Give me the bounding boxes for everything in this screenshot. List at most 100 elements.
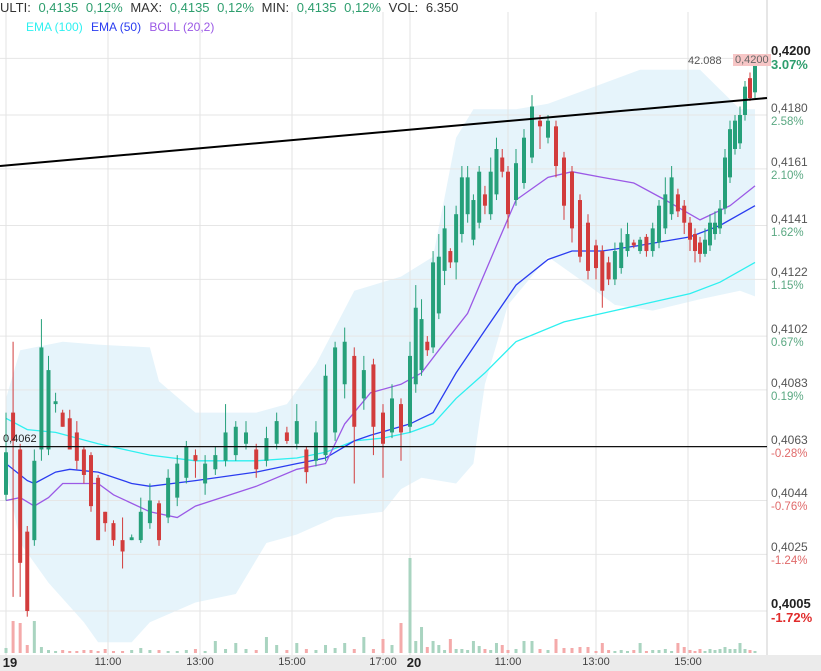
candle-up xyxy=(166,477,171,518)
price-axis-label: 0,4161 xyxy=(771,154,808,169)
candle-up xyxy=(669,177,674,215)
legend-ema100[interactable]: EMA (100) xyxy=(26,20,83,34)
volume-bar xyxy=(448,639,452,653)
candle-down xyxy=(675,194,680,212)
volume-bar xyxy=(54,651,58,653)
volume-bar xyxy=(82,650,86,653)
volume-bar xyxy=(285,650,289,653)
price-axis-label: 0,4063 xyxy=(771,432,808,447)
candle-up xyxy=(436,256,441,314)
current-price-tag: 0,4200 xyxy=(733,54,771,66)
volume-bar xyxy=(676,643,680,653)
candle-up xyxy=(294,421,299,444)
candle-up xyxy=(431,262,436,348)
time-axis-day-label: 20 xyxy=(406,655,422,670)
price-axis[interactable]: 0,4200 3.07% 0,4180 2.58% 0,4161 2.10% 0,4141 1… xyxy=(771,0,821,655)
volume-bar xyxy=(352,649,356,653)
volume-bar xyxy=(371,649,375,653)
volume-bar xyxy=(522,641,526,653)
volume-bar xyxy=(314,650,318,653)
volume-bar xyxy=(39,647,43,653)
volume-bar xyxy=(18,623,22,653)
volume-bar xyxy=(399,623,403,653)
volume-bar xyxy=(613,651,617,653)
candle-down xyxy=(644,236,649,252)
vol-value: 6.350 xyxy=(425,0,459,15)
volume-bar xyxy=(89,650,93,653)
candle-up xyxy=(718,208,722,229)
volume-bar xyxy=(264,637,268,653)
bollinger-band-fill xyxy=(6,69,755,643)
candle-down xyxy=(381,412,385,444)
min-label: MIN: xyxy=(261,0,290,15)
volume-bar xyxy=(626,651,630,653)
candle-down xyxy=(18,449,23,563)
price-axis-label: 0,4200 xyxy=(771,43,811,59)
volume-bar xyxy=(121,651,125,653)
volume-bar xyxy=(698,649,702,653)
volume-bar xyxy=(670,651,674,653)
candle-up xyxy=(612,251,617,280)
time-axis-day-label: 19 xyxy=(2,655,18,670)
pct-axis-label: -1.24% xyxy=(771,555,808,568)
volume-bar xyxy=(420,627,424,653)
candle-down xyxy=(67,418,72,450)
candle-down xyxy=(500,157,505,172)
candle-down xyxy=(371,364,376,427)
volume-bar xyxy=(644,651,648,653)
candle-up xyxy=(129,537,134,541)
volume-bar xyxy=(244,649,248,653)
candle-up xyxy=(703,239,707,254)
candle-down xyxy=(748,78,752,98)
last-label: ULTI: xyxy=(0,0,31,15)
volume-bar xyxy=(75,651,79,653)
volume-bar xyxy=(632,650,636,653)
price-axis-label: 0,4044 xyxy=(771,486,808,501)
volume-bar xyxy=(607,650,611,653)
candle-up xyxy=(203,463,208,484)
volume-bar xyxy=(538,649,542,653)
indicator-legend: EMA (100) EMA (50) BOLL (20,2) xyxy=(26,20,219,34)
volume-bar xyxy=(437,645,441,653)
volume-bar xyxy=(743,649,747,653)
candle-down xyxy=(352,355,357,427)
time-axis[interactable]: 19 11:00 13:00 15:00 17:00 20 11:00 13:00 15:00 xyxy=(0,655,821,671)
volume-bar xyxy=(570,648,574,653)
candle-down xyxy=(425,341,430,351)
volume-bar xyxy=(466,650,470,653)
candle-up xyxy=(657,205,662,243)
candle-down xyxy=(96,477,101,541)
candle-up xyxy=(39,347,44,450)
volume-bar xyxy=(663,649,667,653)
legend-boll[interactable]: BOLL (20,2) xyxy=(149,20,215,34)
volume-bar xyxy=(139,648,143,653)
candle-down xyxy=(482,194,487,206)
volume-bar xyxy=(477,646,481,653)
candle-down xyxy=(538,120,542,127)
volume-bar xyxy=(748,650,752,653)
candle-down xyxy=(578,200,582,257)
indicator-line-boll-20-2- xyxy=(5,171,756,519)
candle-up xyxy=(390,398,394,433)
candle-down xyxy=(562,157,566,206)
volume-bar xyxy=(362,637,366,653)
volume-bar xyxy=(213,641,217,653)
volume-bar xyxy=(514,649,518,653)
price-axis-label: 0,4141 xyxy=(771,211,808,226)
last-pct: 0,12% xyxy=(85,0,123,15)
legend-ema50[interactable]: EMA (50) xyxy=(91,20,142,34)
volume-bar xyxy=(688,650,692,653)
volume-bar xyxy=(11,621,15,653)
volume-bar xyxy=(304,649,308,653)
volume-bar xyxy=(333,648,337,653)
volume-bar xyxy=(594,651,598,653)
candle-down xyxy=(554,126,558,167)
pct-axis-label: 3.07% xyxy=(771,57,808,73)
candle-down xyxy=(570,171,574,229)
candle-up xyxy=(514,163,518,201)
volume-bar xyxy=(494,643,498,653)
volume-bar xyxy=(489,650,493,653)
volume-bar xyxy=(693,651,697,653)
candle-up xyxy=(4,452,8,495)
